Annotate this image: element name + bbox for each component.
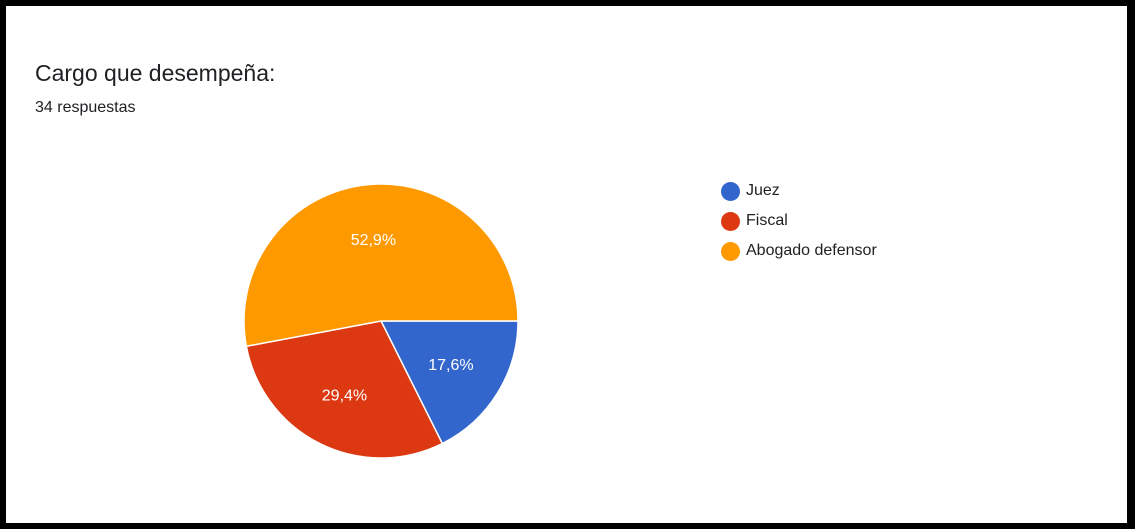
legend-label: Fiscal	[746, 212, 788, 229]
legend-label: Abogado defensor	[746, 242, 877, 259]
legend-item-fiscal[interactable]: Fiscal	[721, 206, 877, 236]
legend-swatch	[721, 241, 740, 261]
pie-chart: 17,6% 29,4% 52,9%	[243, 183, 519, 459]
legend-swatch	[721, 181, 740, 201]
chart-legend: Juez Fiscal Abogado defensor	[721, 176, 877, 266]
response-count: 34 respuestas	[35, 99, 136, 116]
legend-item-juez[interactable]: Juez	[721, 176, 877, 206]
pie-slice-abogado-defensor[interactable]	[243, 183, 519, 348]
pie-slice-juez[interactable]	[379, 320, 519, 445]
legend-label: Juez	[746, 182, 780, 199]
slice-label-juez: 17,6%	[428, 357, 473, 374]
slice-label-abogado-defensor: 52,9%	[351, 232, 396, 249]
slice-label-fiscal: 29,4%	[322, 388, 367, 405]
pie-slice-fiscal[interactable]	[245, 320, 444, 459]
legend-item-abogado-defensor[interactable]: Abogado defensor	[721, 236, 877, 266]
legend-swatch	[721, 211, 740, 231]
chart-card: Cargo que desempeña: 34 respuestas 17,6%…	[6, 6, 1127, 523]
chart-title: Cargo que desempeña:	[35, 60, 276, 86]
